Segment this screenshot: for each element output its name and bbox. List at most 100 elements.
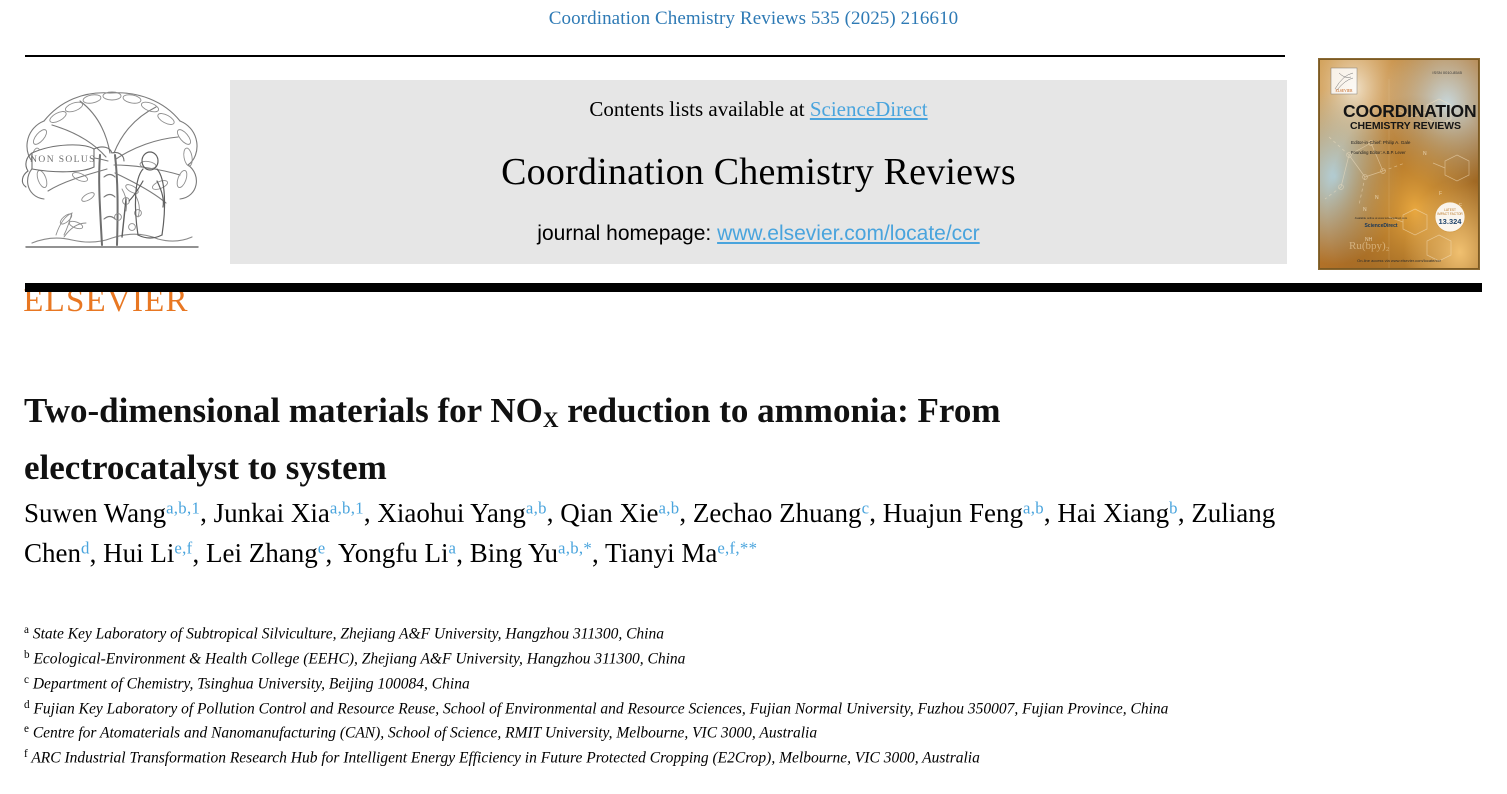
author-name: Xiaohui Yang bbox=[377, 497, 526, 528]
affiliation-item: e Centre for Atomaterials and Nanomanufa… bbox=[24, 719, 1324, 744]
masthead-thick-rule bbox=[25, 283, 1482, 292]
cover-title-line1: COORDINATION bbox=[1343, 101, 1476, 121]
author-affiliation-marks[interactable]: d bbox=[81, 538, 90, 558]
journal-homepage-link[interactable]: www.elsevier.com/locate/ccr bbox=[717, 222, 980, 245]
cover-availability-note: Available online at www.sciencedirect.co… bbox=[1355, 216, 1408, 220]
affiliation-mark: a bbox=[24, 624, 29, 636]
author-entry: Yongfu Lia bbox=[338, 538, 456, 568]
author-name: Suwen Wang bbox=[24, 497, 167, 528]
author-name: Bing Yu bbox=[469, 538, 558, 569]
journal-title: Coordination Chemistry Reviews bbox=[501, 151, 1016, 193]
author-list: Suwen Wanga,b,1, Junkai Xiaa,b,1, Xiaohu… bbox=[24, 490, 1314, 571]
affiliation-mark: f bbox=[24, 748, 28, 761]
author-entry: Zechao Zhuangc bbox=[693, 498, 869, 528]
author-name: Tianyi Ma bbox=[605, 538, 718, 569]
author-name: Zuliang Chen bbox=[24, 497, 1276, 569]
cover-impact-badge: LATEST IMPACT FACTOR 13.324 bbox=[1434, 201, 1466, 233]
cover-issn: ISSN 0010-8545 bbox=[1432, 70, 1462, 75]
masthead-top-rule bbox=[25, 55, 1285, 57]
affiliation-list: a State Key Laboratory of Subtropical Si… bbox=[24, 620, 1324, 769]
author-separator: , bbox=[456, 538, 470, 569]
author-entry: Suwen Wanga,b,1 bbox=[24, 498, 200, 528]
affiliation-text: Department of Chemistry, Tsinghua Univer… bbox=[28, 675, 470, 693]
affiliation-mark: b bbox=[24, 648, 30, 661]
author-name: Lei Zhang bbox=[206, 538, 318, 569]
journal-homepage-line: journal homepage: www.elsevier.com/locat… bbox=[230, 222, 1287, 246]
author-entry: Tianyi Mae,f,** bbox=[605, 538, 757, 568]
author-affiliation-marks[interactable]: a,b bbox=[658, 498, 680, 517]
author-name: Zechao Zhuang bbox=[692, 497, 862, 528]
author-affiliation-marks[interactable]: a,b bbox=[525, 498, 547, 517]
sciencedirect-link[interactable]: ScienceDirect bbox=[809, 97, 928, 121]
affiliation-mark: d bbox=[24, 698, 30, 711]
elsevier-tree-logo-icon: NON SOLUS bbox=[14, 69, 210, 269]
author-separator: , bbox=[200, 497, 214, 528]
author-separator: , bbox=[546, 497, 561, 528]
author-entry: Qian Xiea,b bbox=[560, 498, 679, 528]
author-entry: Junkai Xiaa,b,1 bbox=[214, 498, 364, 528]
contents-lists-line: Contents lists available at ScienceDirec… bbox=[230, 97, 1287, 122]
author-separator: , bbox=[1177, 497, 1192, 528]
journal-homepage-prefix: journal homepage: bbox=[537, 222, 718, 245]
author-separator: , bbox=[592, 538, 606, 569]
affiliation-text: Fujian Key Laboratory of Pollution Contr… bbox=[29, 699, 1169, 717]
cover-watermark: Ru(bpy)₂ bbox=[1349, 240, 1390, 252]
author-separator: , bbox=[363, 497, 378, 528]
author-affiliation-marks[interactable]: e bbox=[317, 538, 326, 558]
author-affiliation-marks[interactable]: a bbox=[448, 538, 457, 558]
author-separator: , bbox=[192, 538, 207, 569]
author-affiliation-marks[interactable]: c bbox=[861, 498, 870, 517]
svg-text:NH: NH bbox=[1365, 237, 1373, 243]
author-name: Hui Li bbox=[103, 538, 175, 569]
author-entry: Hui Lie,f bbox=[103, 538, 192, 568]
cover-title-line2: CHEMISTRY REVIEWS bbox=[1350, 120, 1461, 132]
svg-text:N: N bbox=[1423, 151, 1427, 157]
journal-cover-thumbnail[interactable]: N N N F F NH ELSEVIER ISSN 0010-8545 COO… bbox=[1318, 58, 1480, 270]
affiliation-text: ARC Industrial Transformation Research H… bbox=[27, 749, 980, 767]
svg-text:ELSEVIER: ELSEVIER bbox=[1336, 89, 1354, 93]
affiliation-mark: c bbox=[24, 673, 29, 686]
author-separator: , bbox=[869, 497, 883, 528]
author-affiliation-marks[interactable]: a,b,1 bbox=[329, 498, 364, 517]
svg-text:N: N bbox=[1363, 207, 1367, 213]
author-affiliation-marks[interactable]: a,b bbox=[1023, 498, 1044, 517]
cover-publisher-mark: ELSEVIER bbox=[1330, 67, 1358, 95]
cover-footer-note: On-line access via www.elsevier.com/loca… bbox=[1357, 258, 1441, 263]
cover-sciencedirect-mark: ScienceDirect bbox=[1364, 223, 1397, 229]
article-title-subscript: X bbox=[542, 408, 559, 433]
affiliation-item: f ARC Industrial Transformation Research… bbox=[24, 744, 1324, 769]
masthead-grey-panel: Contents lists available at ScienceDirec… bbox=[230, 80, 1287, 264]
cover-founding-editor: Founding Editor: A.B.P. Lever bbox=[1351, 150, 1406, 155]
author-separator: , bbox=[89, 538, 104, 569]
affiliation-item: a State Key Laboratory of Subtropical Si… bbox=[24, 620, 1324, 645]
affiliation-item: b Ecological-Environment & Health Colleg… bbox=[24, 645, 1324, 670]
svg-text:LATEST: LATEST bbox=[1444, 208, 1456, 212]
affiliation-text: Centre for Atomaterials and Nanomanufact… bbox=[28, 724, 818, 742]
svg-text:13.324: 13.324 bbox=[1439, 217, 1463, 226]
affiliation-mark: e bbox=[24, 723, 29, 736]
author-affiliation-marks[interactable]: e,f bbox=[174, 538, 193, 558]
author-separator: , bbox=[679, 497, 693, 528]
author-entry: Huajun Fenga,b bbox=[883, 498, 1044, 528]
affiliation-item: c Department of Chemistry, Tsinghua Univ… bbox=[24, 670, 1324, 695]
author-name: Hai Xiang bbox=[1057, 497, 1170, 528]
article-title: Two-dimensional materials for NOX reduct… bbox=[24, 387, 1224, 492]
svg-text:N: N bbox=[1375, 195, 1379, 201]
author-affiliation-marks[interactable]: a,b,1 bbox=[166, 498, 201, 517]
running-head-citation: Coordination Chemistry Reviews 535 (2025… bbox=[548, 8, 959, 29]
author-affiliation-marks[interactable]: b bbox=[1169, 498, 1178, 517]
journal-masthead: NON SOLUS ELSEVIER Contents lists availa… bbox=[0, 55, 1507, 319]
author-separator: , bbox=[325, 538, 338, 569]
non-solus-motto: NON SOLUS bbox=[30, 155, 96, 165]
author-affiliation-marks[interactable]: e,f,** bbox=[717, 538, 758, 558]
article-title-part2: reduction to ammonia: From electrocataly… bbox=[24, 391, 1001, 488]
author-affiliation-marks[interactable]: a,b,* bbox=[558, 538, 593, 558]
contents-lists-prefix: Contents lists available at bbox=[589, 97, 810, 121]
svg-text:IMPACT FACTOR: IMPACT FACTOR bbox=[1437, 212, 1463, 216]
affiliation-text: State Key Laboratory of Subtropical Silv… bbox=[28, 625, 664, 643]
author-separator: , bbox=[1043, 497, 1058, 528]
affiliation-item: d Fujian Key Laboratory of Pollution Con… bbox=[24, 695, 1324, 720]
svg-text:F: F bbox=[1439, 191, 1442, 197]
author-entry: Hai Xiangb bbox=[1057, 498, 1177, 528]
author-entry: Lei Zhange bbox=[206, 538, 325, 568]
